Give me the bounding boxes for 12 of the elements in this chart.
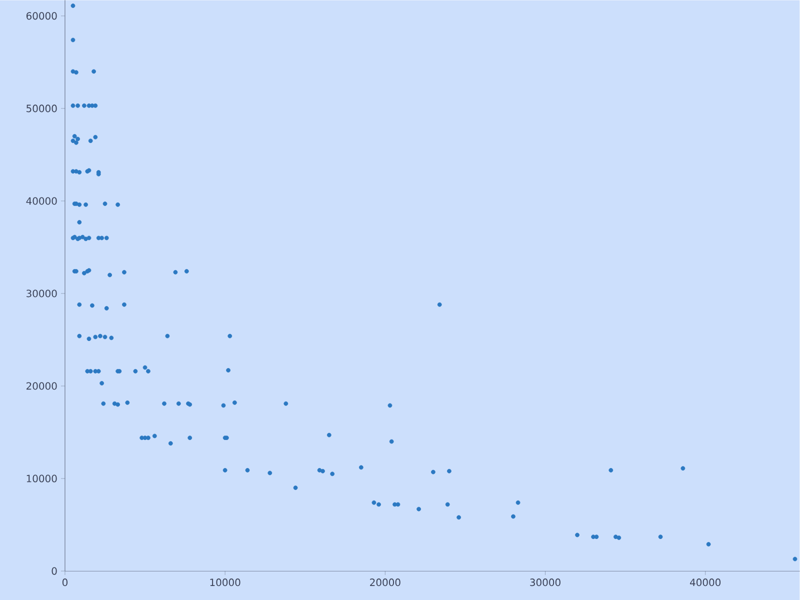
y-tick-label: 20000: [26, 382, 57, 390]
x-tick-label: 20000: [370, 578, 400, 586]
x-tick-label: 0: [62, 578, 68, 586]
x-tick-label: 10000: [210, 578, 240, 586]
y-tick-label: 30000: [26, 290, 57, 298]
y-tick-label: 10000: [26, 474, 57, 482]
x-tick-label: 30000: [530, 578, 560, 586]
y-tick-label: 50000: [26, 104, 57, 112]
y-tick-label: 40000: [26, 197, 57, 205]
x-tick-label: 40000: [690, 578, 721, 586]
y-tick-label: 60000: [26, 12, 57, 20]
y-tick-label: 0: [52, 567, 57, 575]
